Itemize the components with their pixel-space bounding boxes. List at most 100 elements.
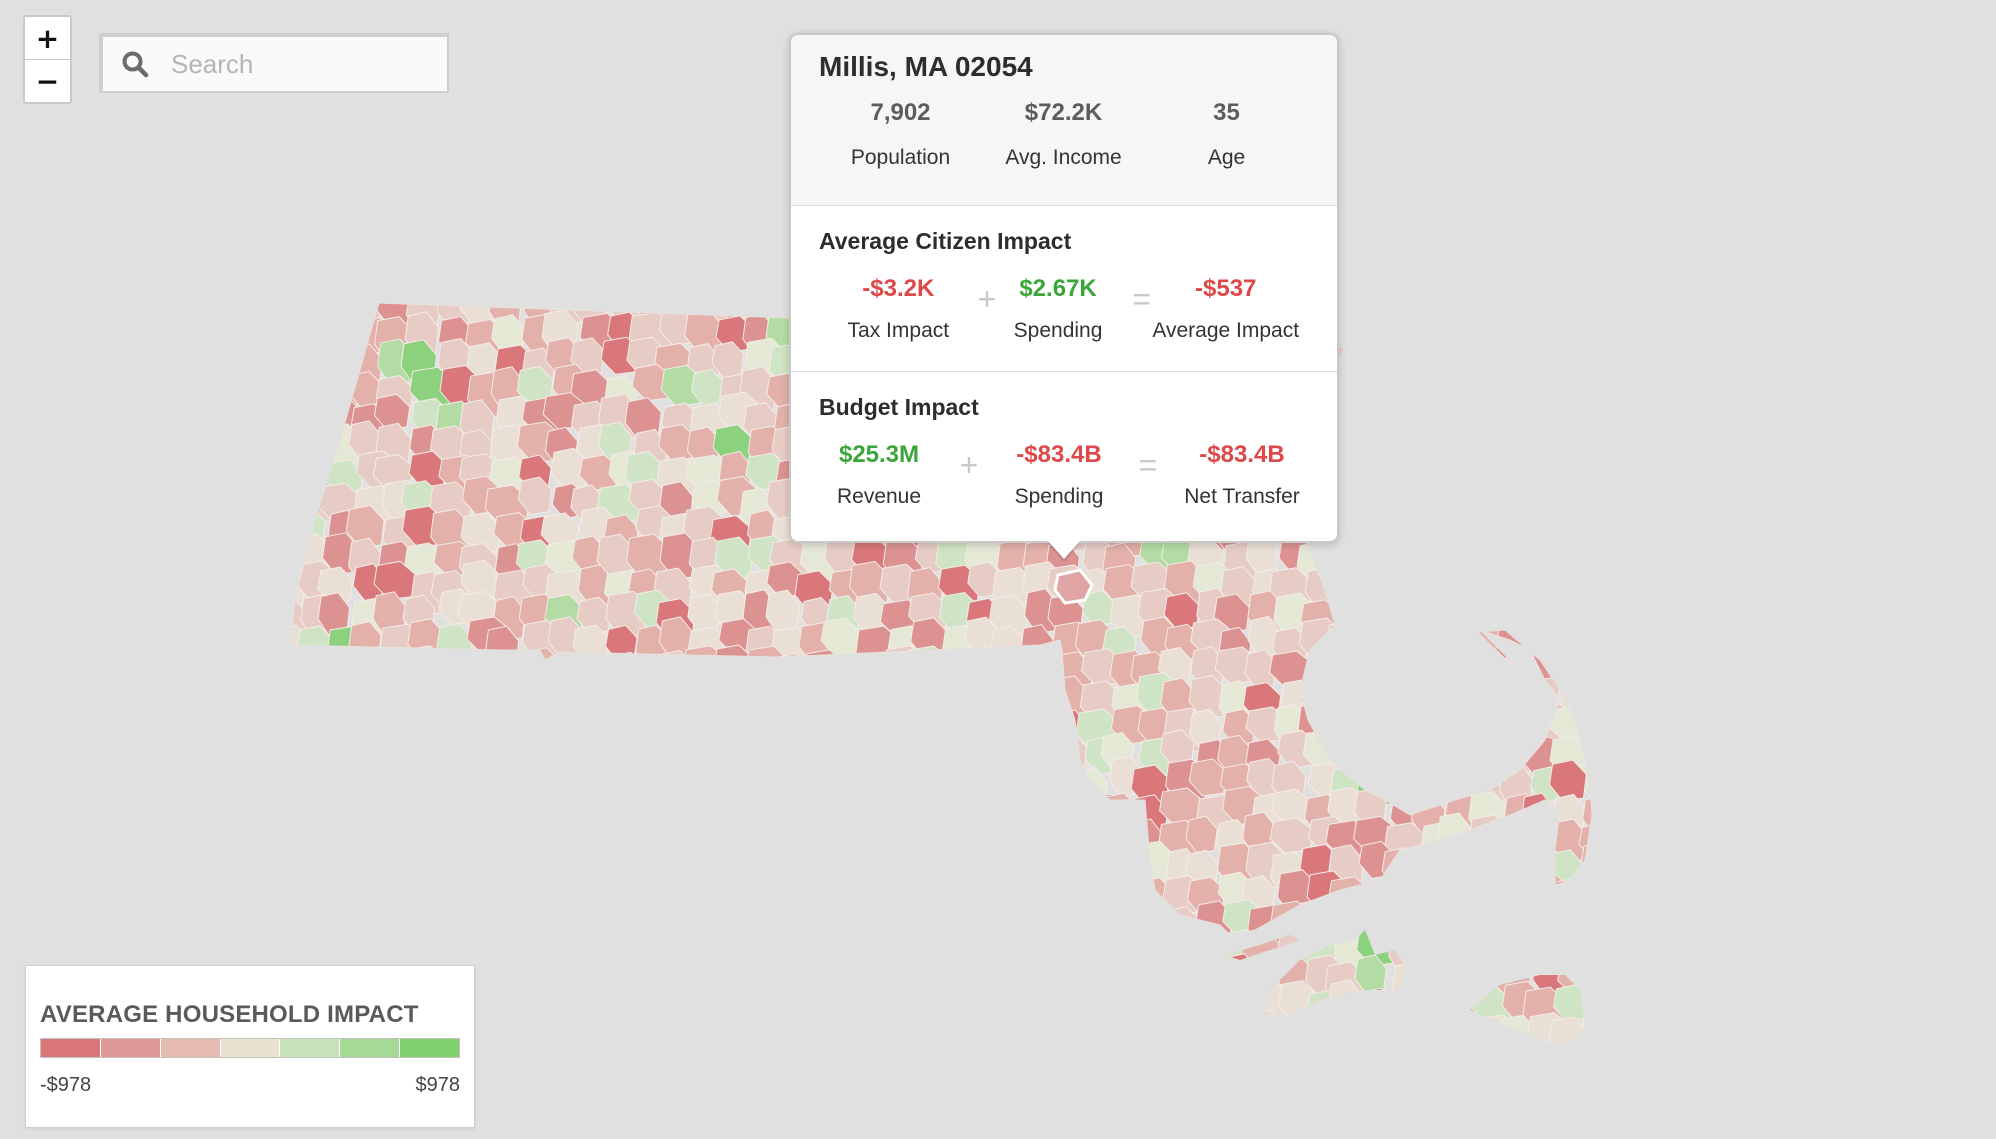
municipality[interactable] <box>966 925 999 972</box>
municipality[interactable] <box>1492 818 1532 857</box>
municipality[interactable] <box>1586 767 1625 810</box>
municipality[interactable] <box>717 874 761 916</box>
municipality[interactable] <box>1438 678 1483 718</box>
municipality[interactable] <box>290 372 328 412</box>
municipality[interactable] <box>1244 1009 1286 1050</box>
municipality[interactable] <box>1578 906 1622 952</box>
municipality[interactable] <box>1415 426 1460 474</box>
municipality[interactable] <box>1082 987 1129 1029</box>
municipality[interactable] <box>908 681 953 720</box>
municipality[interactable] <box>660 756 699 799</box>
municipality[interactable] <box>939 842 980 889</box>
municipality[interactable] <box>1081 589 1115 627</box>
municipality[interactable] <box>1414 562 1451 600</box>
municipality[interactable] <box>1582 429 1625 466</box>
municipality[interactable] <box>1497 1040 1534 1084</box>
municipality[interactable] <box>911 732 949 779</box>
municipality[interactable] <box>1469 290 1504 330</box>
municipality[interactable] <box>688 843 721 888</box>
municipality[interactable] <box>1336 1013 1378 1052</box>
municipality[interactable] <box>1027 793 1074 836</box>
municipality[interactable] <box>1472 448 1519 496</box>
municipality[interactable] <box>1439 316 1481 357</box>
municipality[interactable] <box>1188 674 1228 720</box>
municipality[interactable] <box>1443 870 1487 912</box>
municipality[interactable] <box>627 735 669 776</box>
municipality[interactable] <box>291 675 332 715</box>
municipality[interactable] <box>713 1038 758 1077</box>
municipality[interactable] <box>465 873 500 916</box>
municipality[interactable] <box>383 675 417 722</box>
municipality[interactable] <box>800 764 840 803</box>
municipality[interactable] <box>406 702 451 743</box>
municipality[interactable] <box>605 729 647 771</box>
municipality[interactable] <box>1410 878 1452 918</box>
municipality[interactable] <box>316 868 359 909</box>
municipality[interactable] <box>431 925 472 966</box>
municipality[interactable] <box>603 897 637 935</box>
municipality[interactable] <box>1437 344 1483 386</box>
municipality[interactable] <box>660 679 695 723</box>
municipality[interactable] <box>741 794 786 843</box>
municipality[interactable] <box>739 700 784 737</box>
municipality[interactable] <box>1525 372 1561 420</box>
municipality[interactable] <box>317 566 354 605</box>
municipality[interactable] <box>495 1037 531 1079</box>
municipality[interactable] <box>1025 704 1061 752</box>
municipality[interactable] <box>1390 1015 1428 1055</box>
municipality[interactable] <box>1109 990 1153 1031</box>
municipality[interactable] <box>541 953 575 995</box>
municipality[interactable] <box>851 927 894 966</box>
municipality[interactable] <box>1056 982 1099 1028</box>
municipality[interactable] <box>430 758 472 800</box>
municipality[interactable] <box>630 757 668 797</box>
municipality[interactable] <box>828 677 863 719</box>
municipality[interactable] <box>739 873 780 916</box>
municipality[interactable] <box>1412 627 1448 665</box>
municipality[interactable] <box>1528 934 1569 980</box>
municipality[interactable] <box>1420 314 1456 354</box>
municipality[interactable] <box>719 981 758 1022</box>
municipality[interactable] <box>1502 563 1545 608</box>
municipality[interactable] <box>552 792 597 831</box>
municipality[interactable] <box>795 897 830 946</box>
municipality[interactable] <box>515 962 558 1006</box>
municipality[interactable] <box>1325 620 1359 666</box>
municipality[interactable] <box>718 820 753 858</box>
municipality[interactable] <box>1356 569 1392 608</box>
municipality[interactable] <box>1500 307 1533 346</box>
municipality[interactable] <box>1555 308 1592 351</box>
municipality[interactable] <box>433 735 468 778</box>
municipality[interactable] <box>1549 335 1592 373</box>
municipality[interactable] <box>796 682 835 728</box>
municipality[interactable] <box>356 839 401 879</box>
municipality[interactable] <box>406 727 448 776</box>
municipality[interactable] <box>1466 481 1502 519</box>
municipality[interactable] <box>324 646 363 689</box>
municipality[interactable] <box>1470 425 1514 470</box>
municipality[interactable] <box>487 675 524 714</box>
municipality[interactable] <box>1497 931 1531 972</box>
municipality[interactable] <box>688 988 735 1031</box>
municipality[interactable] <box>1050 932 1091 971</box>
municipality[interactable] <box>551 1013 596 1058</box>
municipality[interactable] <box>552 757 594 799</box>
municipality[interactable] <box>490 847 530 895</box>
municipality[interactable] <box>601 1010 645 1056</box>
municipality[interactable] <box>1297 898 1333 939</box>
municipality[interactable] <box>745 959 791 1006</box>
municipality[interactable] <box>1501 710 1537 758</box>
municipality[interactable] <box>1384 475 1431 517</box>
municipality[interactable] <box>373 650 413 691</box>
municipality[interactable] <box>767 990 804 1031</box>
municipality[interactable] <box>1521 507 1562 545</box>
municipality[interactable] <box>940 1042 975 1086</box>
municipality[interactable] <box>1439 727 1483 772</box>
search-input[interactable] <box>169 47 393 81</box>
municipality[interactable] <box>654 708 691 745</box>
municipality[interactable] <box>1386 594 1428 635</box>
municipality[interactable] <box>664 959 706 999</box>
municipality[interactable] <box>1384 565 1427 608</box>
municipality[interactable] <box>1444 981 1478 1023</box>
municipality[interactable] <box>911 1040 944 1080</box>
